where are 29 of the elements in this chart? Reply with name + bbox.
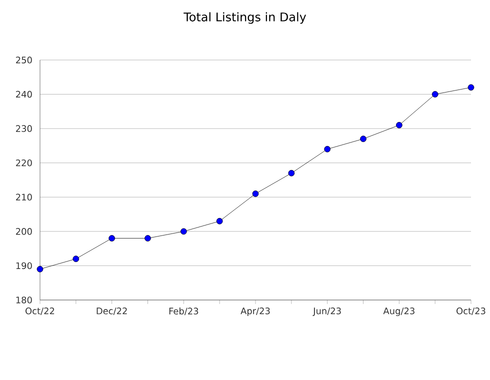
- point: [252, 190, 259, 197]
- point: [216, 218, 223, 224]
- x-tick-label: Dec/22: [96, 308, 127, 315]
- point: [72, 256, 80, 262]
- x-tick-label: Apr/23: [240, 308, 270, 316]
- point: [180, 228, 187, 235]
- x-tick-label: Oct/22: [26, 308, 54, 315]
- y-tick-label: 220: [16, 159, 32, 166]
- chart-title: Total Listings in Daly: [184, 12, 306, 24]
- x-tick-label: Feb/23: [169, 308, 198, 316]
- y-tick-label: 180: [16, 296, 32, 304]
- point: [288, 170, 295, 176]
- y-tick-label: 240: [16, 90, 32, 98]
- point: [468, 84, 474, 91]
- point: [36, 266, 44, 272]
- y-tick-label: 230: [16, 125, 32, 132]
- point: [360, 136, 366, 142]
- point: [108, 235, 116, 242]
- y-tick-label: 200: [16, 228, 32, 235]
- y-tick-label: 210: [16, 194, 32, 201]
- point: [432, 91, 438, 98]
- point: [324, 146, 331, 152]
- x-tick-label: Jun/23: [312, 308, 341, 316]
- point: [144, 235, 151, 242]
- y-tick-label: 190: [16, 262, 32, 270]
- x-tick-label: Aug/23: [383, 308, 414, 316]
- point: [396, 122, 402, 128]
- y-tick-label: 250: [16, 56, 32, 64]
- x-tick-label: Oct/23: [456, 308, 486, 315]
